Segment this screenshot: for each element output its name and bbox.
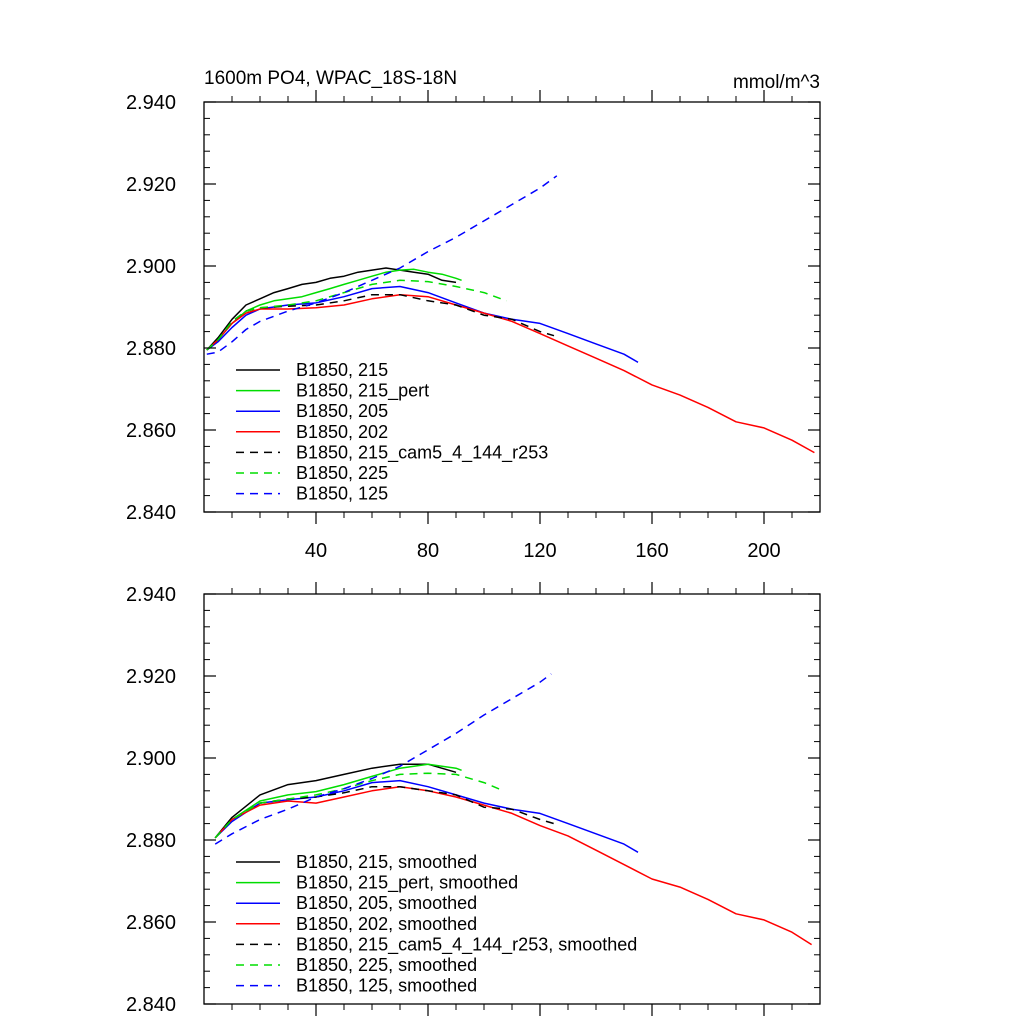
series-line-6 (206, 279, 507, 351)
y-tick-label: 2.940 (126, 92, 176, 114)
y-tick-label: 2.920 (126, 174, 176, 196)
series-line-2 (206, 268, 462, 351)
units-label: mmol/m^3 (733, 72, 820, 93)
legend-label-3: B1850, 205, smoothed (296, 893, 477, 913)
x-tick-label: 40 (305, 540, 327, 560)
y-tick-label: 2.880 (126, 338, 176, 360)
x-tick-label: 120 (523, 540, 556, 560)
legend-label-7: B1850, 125 (296, 484, 388, 504)
y-tick-label: 2.860 (126, 420, 176, 442)
legend-label-2: B1850, 215_pert (296, 381, 429, 402)
bottom-panel-chart: 2.840 2.860 2.880 2.900 2.920 2.940 B1850, 215… (126, 582, 821, 1016)
chart-title: 1600m PO4, WPAC_18S-18N (204, 68, 457, 89)
y-tick-label: 2.860 (126, 912, 176, 934)
legend-label-3: B1850, 205 (296, 401, 388, 421)
series-line-1 (214, 763, 457, 839)
y-tick-label: 2.840 (126, 994, 176, 1016)
series-line-7 (206, 175, 558, 355)
series-line-3 (214, 779, 639, 853)
series-line-4 (206, 293, 815, 454)
legend-label-1: B1850, 215, smoothed (296, 852, 477, 872)
legend-label-7: B1850, 125, smoothed (296, 976, 477, 996)
y-tick-label: 2.940 (126, 584, 176, 606)
series-line-4 (214, 785, 813, 946)
series-line-6 (214, 772, 504, 839)
legend-label-6: B1850, 225 (296, 463, 388, 483)
legend-label-6: B1850, 225, smoothed (296, 955, 477, 975)
legend-label-4: B1850, 202, smoothed (296, 914, 477, 934)
series-line-3 (206, 285, 639, 363)
legend-label-1: B1850, 215 (296, 360, 388, 380)
x-tick-label: 200 (747, 540, 780, 560)
y-tick-label: 2.840 (126, 502, 176, 524)
legend-label-2: B1850, 215_pert, smoothed (296, 873, 518, 894)
x-tick-label: 80 (417, 540, 439, 560)
y-tick-label: 2.880 (126, 830, 176, 852)
top-panel-chart: 1600m PO4, WPAC_18S-18N mmol/m^3 2.840 2.86… (126, 68, 821, 560)
y-tick-label: 2.900 (126, 256, 176, 278)
y-tick-label: 2.900 (126, 748, 176, 770)
legend-label-5: B1850, 215_cam5_4_144_r253 (296, 442, 548, 463)
legend-label-5: B1850, 215_cam5_4_144_r253, smoothed (296, 934, 637, 955)
series-line-1 (206, 267, 457, 351)
series-line-2 (214, 763, 462, 839)
legend-label-4: B1850, 202 (296, 422, 388, 442)
x-tick-label: 160 (635, 540, 668, 560)
series-line-5 (214, 785, 555, 839)
series-line-7 (214, 673, 552, 845)
y-tick-label: 2.920 (126, 666, 176, 688)
